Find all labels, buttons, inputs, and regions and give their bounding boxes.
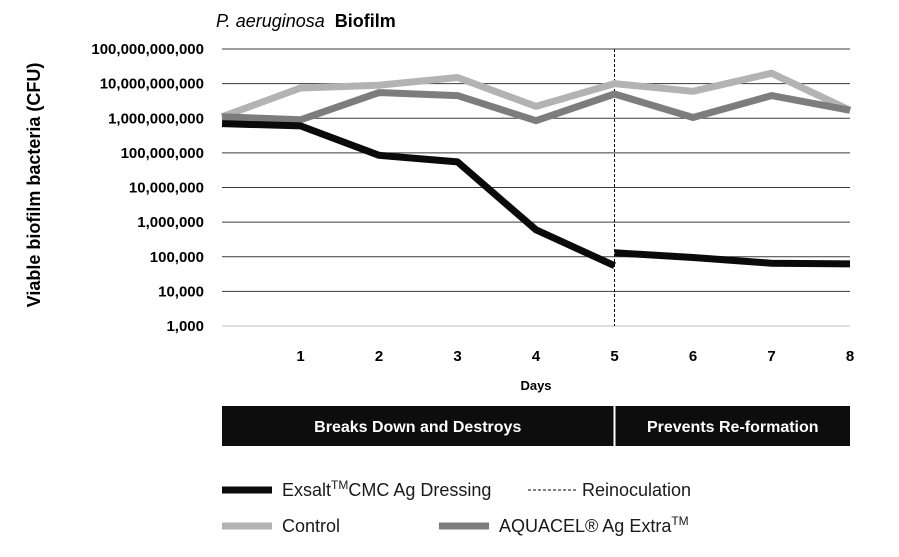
y-tick-label: 10,000,000 xyxy=(129,180,204,197)
series-line-exsalt-cmc-ag-dressing xyxy=(221,120,616,269)
legend-label: ExsaltTMCMC Ag Dressing xyxy=(282,478,491,500)
y-tick-label: 1,000,000 xyxy=(137,214,204,231)
y-tick-label: 100,000,000,000 xyxy=(91,41,204,58)
legend-item: AQUACEL® Ag ExtraTM xyxy=(439,514,689,536)
y-tick-label: 1,000 xyxy=(166,318,204,335)
x-tick-label: 5 xyxy=(610,348,618,365)
legend-label: AQUACEL® Ag ExtraTM xyxy=(499,514,689,536)
y-tick-label: 1,000,000,000 xyxy=(108,110,204,127)
chart-title-bold: Biofilm xyxy=(335,11,396,31)
series-line-control xyxy=(220,69,852,121)
legend-label: Reinoculation xyxy=(582,480,691,500)
legend-item: Reinoculation xyxy=(528,480,691,500)
x-axis-ticks: 1 2 3 4 5 6 7 8 xyxy=(296,348,854,365)
x-tick-label: 2 xyxy=(375,348,383,365)
legend-item: ExsaltTMCMC Ag Dressing xyxy=(222,478,491,500)
phase-label: Breaks Down and Destroys xyxy=(314,419,521,436)
legend: ExsaltTMCMC Ag Dressing Reinoculation Cont… xyxy=(222,478,691,536)
y-tick-label: 10,000 xyxy=(158,283,204,300)
gridlines xyxy=(222,48,850,327)
phase-label: Prevents Re-formation xyxy=(647,419,819,436)
phase-bars: Breaks Down and Destroys Prevents Re-form… xyxy=(222,406,850,446)
x-tick-label: 3 xyxy=(453,348,461,365)
series-lines xyxy=(220,69,852,269)
y-axis-ticks: 1,000 10,000 100,000 1,000,000 10,000,000 100… xyxy=(91,41,204,335)
y-tick-label: 100,000,000 xyxy=(121,145,204,162)
chart-title-italic: P. aeruginosa xyxy=(216,11,325,31)
legend-label: Control xyxy=(282,516,340,536)
y-tick-label: 10,000,000,000 xyxy=(100,76,204,93)
legend-item: Control xyxy=(222,516,340,536)
series-line-aquacel-ag-extra xyxy=(221,89,851,125)
phase-bar xyxy=(615,406,850,446)
x-tick-label: 7 xyxy=(767,348,775,365)
series-line-exsalt-cmc-ag-dressing xyxy=(614,249,851,268)
x-tick-label: 6 xyxy=(689,348,697,365)
y-tick-label: 100,000 xyxy=(150,249,204,266)
phase-bar xyxy=(222,406,614,446)
x-tick-label: 8 xyxy=(846,348,854,365)
x-tick-label: 1 xyxy=(296,348,304,365)
x-axis-label: Days xyxy=(520,378,551,393)
x-tick-label: 4 xyxy=(532,348,541,365)
chart-title: P. aeruginosa Biofilm xyxy=(216,11,396,31)
y-axis-label: Viable biofilm bacteria (CFU) xyxy=(24,63,44,308)
